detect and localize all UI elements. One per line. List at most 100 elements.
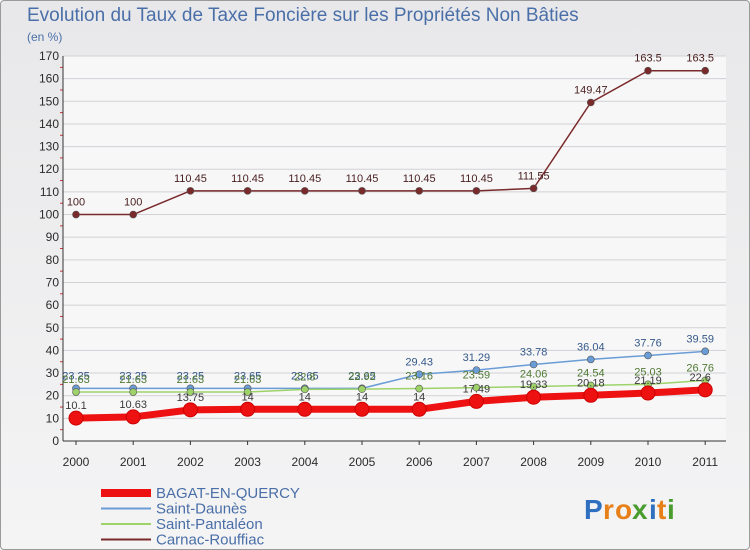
data-point-carnac-rouffiac — [586, 98, 595, 107]
data-label-bagat-en-quercy: 10.1 — [65, 400, 86, 412]
brand-letter: i — [649, 494, 657, 525]
data-point-carnac-rouffiac — [415, 187, 424, 195]
x-tick-label: 2002 — [177, 455, 204, 469]
legend-label: Saint-Pantaléon — [156, 516, 263, 533]
data-label-carnac-rouffiac: 163.5 — [634, 53, 662, 65]
data-point-carnac-rouffiac — [243, 187, 252, 195]
x-tick-label: 2008 — [520, 455, 547, 469]
series-line-bagat-en-quercy — [72, 386, 709, 422]
data-label-saint-daun-s: 23.65 — [234, 370, 262, 382]
data-label-bagat-en-quercy: 14 — [356, 391, 368, 403]
data-point-saint-pantal-on — [129, 388, 137, 396]
data-label-saint-daun-s: 37.76 — [634, 337, 662, 349]
data-label-saint-daun-s: 23.65 — [291, 370, 319, 382]
y-tick-label: 10 — [46, 411, 60, 425]
x-tick-label: 2011 — [692, 455, 718, 469]
y-tick-label: 130 — [39, 140, 59, 154]
data-label-bagat-en-quercy: 17.49 — [463, 383, 491, 395]
x-tick-label: 2000 — [63, 455, 90, 469]
data-point-carnac-rouffiac — [472, 187, 481, 195]
y-tick-label: 20 — [46, 389, 60, 403]
data-point-carnac-rouffiac — [72, 210, 80, 219]
data-label-carnac-rouffiac: 110.45 — [174, 173, 207, 185]
series-line-saint-pantal-on — [75, 379, 706, 393]
brand-letter: t — [657, 494, 666, 525]
data-label-bagat-en-quercy: 20.18 — [577, 377, 605, 389]
data-label-saint-pantal-on: 21.63 — [177, 374, 205, 386]
y-tick-label: 110 — [40, 185, 59, 199]
data-point-saint-daun-s — [472, 366, 481, 374]
data-point-bagat-en-quercy — [297, 401, 313, 417]
data-point-bagat-en-quercy — [468, 393, 484, 409]
data-label-saint-daun-s: 29.43 — [405, 356, 433, 368]
data-label-saint-pantal-on: 21.63 — [119, 374, 147, 386]
data-label-bagat-en-quercy: 14 — [299, 391, 311, 403]
data-label-saint-daun-s: 23.25 — [62, 370, 90, 382]
data-label-saint-pantal-on: 21.63 — [62, 374, 90, 386]
data-point-saint-pantal-on — [186, 388, 195, 396]
data-label-bagat-en-quercy: 21.19 — [634, 375, 662, 387]
data-label-saint-pantal-on: 21.63 — [234, 374, 262, 386]
data-label-saint-pantal-on: 23.16 — [405, 371, 433, 383]
y-tick-label: 30 — [46, 366, 60, 380]
data-label-saint-pantal-on: 22.8 — [294, 371, 315, 383]
data-label-carnac-rouffiac: 110.45 — [460, 173, 493, 185]
data-point-saint-pantal-on — [358, 385, 366, 393]
series-line-carnac-rouffiac — [75, 69, 706, 216]
data-label-carnac-rouffiac: 111.55 — [518, 170, 550, 182]
x-tick-label: 2007 — [463, 455, 490, 469]
x-tick-label: 2006 — [406, 455, 433, 469]
data-label-saint-pantal-on: 25.03 — [634, 366, 662, 378]
data-label-bagat-en-quercy: 14 — [413, 391, 425, 403]
x-tick-label: 2004 — [291, 455, 318, 469]
x-tick-label: 2010 — [635, 455, 662, 469]
y-tick-label: 50 — [46, 321, 60, 335]
data-label-carnac-rouffiac: 100 — [67, 197, 85, 209]
data-point-saint-pantal-on — [72, 388, 80, 396]
data-label-saint-pantal-on: 24.54 — [577, 367, 605, 379]
y-tick-label: 160 — [39, 72, 59, 86]
x-tick-label: 2009 — [577, 455, 604, 469]
data-point-saint-pantal-on — [415, 384, 424, 393]
y-tick-label: 170 — [39, 49, 59, 63]
data-label-saint-pantal-on: 24.06 — [520, 369, 548, 381]
data-label-carnac-rouffiac: 110.45 — [346, 173, 379, 185]
data-label-saint-daun-s: 31.29 — [463, 352, 491, 364]
legend-label: Saint-Daunès — [156, 501, 247, 518]
brand-letter: i — [667, 494, 675, 525]
data-label-carnac-rouffiac: 110.45 — [231, 173, 264, 185]
y-tick-label: 150 — [39, 94, 59, 108]
y-tick-label: 100 — [39, 208, 59, 222]
data-label-carnac-rouffiac: 100 — [124, 197, 142, 209]
data-label-saint-pantal-on: 22.92 — [348, 371, 376, 383]
data-label-bagat-en-quercy: 13.75 — [177, 392, 205, 404]
data-label-bagat-en-quercy: 22.6 — [689, 372, 710, 384]
data-point-saint-pantal-on — [472, 383, 481, 392]
data-point-saint-daun-s — [415, 370, 424, 379]
data-label-saint-daun-s: 23.25 — [177, 370, 205, 382]
data-point-bagat-en-quercy — [354, 401, 370, 417]
brand-letter: P — [584, 494, 603, 525]
data-point-carnac-rouffiac — [701, 66, 710, 75]
y-tick-label: 0 — [52, 434, 59, 448]
x-tick-label: 2001 — [120, 455, 147, 469]
data-point-carnac-rouffiac — [186, 187, 195, 195]
data-point-carnac-rouffiac — [529, 184, 538, 193]
data-point-bagat-en-quercy — [240, 401, 256, 417]
data-label-bagat-en-quercy: 10.63 — [119, 399, 147, 411]
data-label-carnac-rouffiac: 110.45 — [403, 173, 436, 185]
y-tick-label: 140 — [39, 117, 59, 131]
data-label-carnac-rouffiac: 163.5 — [686, 53, 714, 65]
brand-letter: o — [615, 494, 632, 525]
data-point-saint-daun-s — [701, 347, 710, 356]
data-label-carnac-rouffiac: 110.45 — [288, 173, 321, 185]
brand-letter: x — [632, 494, 648, 525]
y-tick-label: 80 — [46, 253, 60, 267]
data-label-bagat-en-quercy: 14 — [241, 391, 253, 403]
data-point-carnac-rouffiac — [644, 66, 652, 75]
data-label-saint-pantal-on: 26.76 — [686, 362, 714, 374]
data-label-saint-daun-s: 23.65 — [348, 370, 376, 382]
data-point-saint-daun-s — [529, 360, 538, 369]
data-label-saint-daun-s: 33.78 — [520, 346, 548, 358]
